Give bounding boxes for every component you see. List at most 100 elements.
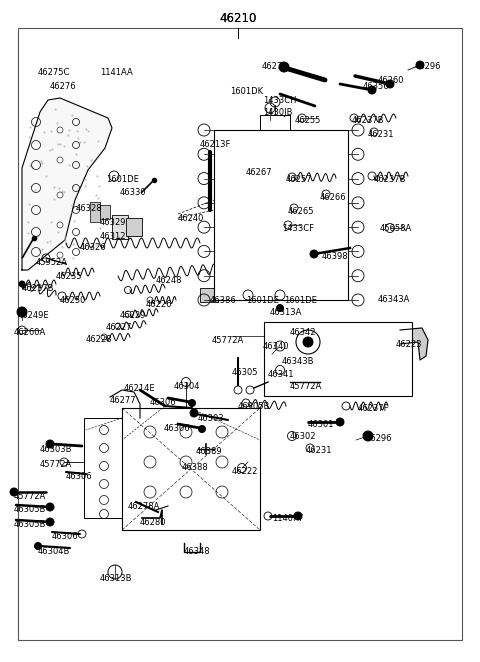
Text: 46342: 46342: [290, 328, 316, 337]
Text: 1140FY: 1140FY: [272, 514, 303, 523]
Text: 1601DK: 1601DK: [230, 87, 263, 96]
Text: 46231: 46231: [306, 446, 333, 455]
Text: 46260A: 46260A: [14, 328, 46, 337]
Text: 1430JB: 1430JB: [263, 108, 292, 117]
Text: 46306: 46306: [66, 472, 93, 481]
Circle shape: [189, 399, 195, 406]
Text: 46304: 46304: [174, 382, 201, 391]
Ellipse shape: [312, 357, 321, 363]
Text: 45772A: 45772A: [212, 336, 244, 345]
Text: 46388: 46388: [182, 463, 209, 472]
Text: 1433CH: 1433CH: [263, 96, 297, 105]
Text: 46260: 46260: [378, 76, 405, 85]
Text: 45772A: 45772A: [40, 460, 72, 469]
Text: 46296: 46296: [415, 62, 442, 71]
Bar: [136, 420, 246, 518]
Bar: [112, 215, 128, 239]
Text: 46237B: 46237B: [22, 284, 55, 293]
Text: 46303: 46303: [198, 414, 225, 423]
Text: 46341: 46341: [268, 370, 295, 379]
Text: 46278A: 46278A: [128, 502, 160, 511]
Circle shape: [294, 512, 302, 520]
Text: 46329: 46329: [100, 218, 127, 227]
Text: 46229: 46229: [120, 311, 146, 320]
Text: 46303B: 46303B: [40, 445, 72, 454]
Circle shape: [368, 86, 376, 94]
Text: 46237B: 46237B: [352, 116, 384, 125]
Text: 46302: 46302: [290, 432, 316, 441]
Text: 46386: 46386: [210, 296, 237, 305]
Bar: [200, 288, 218, 302]
Bar: [260, 115, 290, 130]
Bar: [90, 202, 100, 222]
Text: 46227: 46227: [106, 323, 132, 332]
Text: 46240: 46240: [178, 214, 204, 223]
Circle shape: [46, 440, 54, 448]
Text: 46210: 46210: [219, 11, 257, 24]
Text: 46226: 46226: [146, 300, 172, 309]
Text: 46265: 46265: [288, 207, 314, 216]
Text: 46306: 46306: [150, 398, 177, 407]
Text: 46305B: 46305B: [14, 505, 47, 514]
Text: 46356: 46356: [363, 82, 390, 91]
Text: 46343B: 46343B: [282, 357, 314, 366]
Text: 46266: 46266: [320, 193, 347, 202]
Text: 46348: 46348: [184, 547, 211, 556]
Text: 46223: 46223: [396, 340, 422, 349]
Ellipse shape: [300, 359, 309, 365]
Bar: [126, 218, 142, 236]
Text: 1601DE: 1601DE: [106, 175, 139, 184]
Circle shape: [363, 431, 373, 441]
Circle shape: [386, 80, 394, 88]
Circle shape: [416, 61, 424, 69]
Text: 46222: 46222: [232, 467, 258, 476]
Bar: [214, 130, 348, 300]
Text: 45658A: 45658A: [380, 224, 412, 233]
Text: 46249E: 46249E: [18, 311, 49, 320]
Text: 46312: 46312: [100, 232, 127, 241]
Bar: [84, 418, 124, 518]
Text: 46296: 46296: [366, 434, 393, 443]
Text: 1601DE: 1601DE: [246, 296, 279, 305]
Text: 46255: 46255: [295, 116, 322, 125]
Text: 46305: 46305: [232, 368, 259, 377]
Text: 46231: 46231: [368, 130, 395, 139]
Circle shape: [35, 542, 41, 549]
Text: 45772A: 45772A: [290, 382, 322, 391]
Text: 46343A: 46343A: [378, 295, 410, 304]
Text: 46214E: 46214E: [124, 384, 156, 393]
Text: 46306: 46306: [52, 532, 79, 541]
Polygon shape: [22, 98, 112, 270]
Text: 46326: 46326: [80, 243, 107, 252]
Text: 46330: 46330: [120, 188, 146, 197]
Text: 46313A: 46313A: [270, 308, 302, 317]
Text: 46277: 46277: [110, 396, 137, 405]
Circle shape: [303, 337, 313, 347]
Text: 45772A: 45772A: [14, 492, 46, 501]
Circle shape: [336, 418, 344, 426]
Polygon shape: [400, 328, 428, 360]
Text: 46248: 46248: [156, 276, 182, 285]
Text: 46328: 46328: [76, 204, 103, 213]
Bar: [264, 322, 412, 396]
Text: 46313B: 46313B: [100, 574, 132, 583]
Text: 46272: 46272: [262, 62, 288, 71]
Circle shape: [46, 518, 54, 526]
Circle shape: [46, 503, 54, 511]
Text: 46305B: 46305B: [238, 402, 270, 411]
Text: 46340: 46340: [263, 342, 289, 351]
Circle shape: [310, 250, 318, 258]
Text: 46267: 46267: [246, 168, 273, 177]
Text: 46398: 46398: [322, 252, 348, 261]
Bar: [182, 460, 196, 468]
Circle shape: [17, 307, 27, 317]
Text: 46250: 46250: [60, 296, 86, 305]
Bar: [100, 205, 110, 219]
Circle shape: [276, 305, 284, 312]
Text: 46237B: 46237B: [374, 175, 407, 184]
Text: 46304B: 46304B: [38, 547, 71, 556]
Ellipse shape: [288, 355, 297, 361]
Text: 46235: 46235: [56, 272, 83, 281]
Text: 1433CF: 1433CF: [282, 224, 314, 233]
Text: 46389: 46389: [196, 447, 223, 456]
